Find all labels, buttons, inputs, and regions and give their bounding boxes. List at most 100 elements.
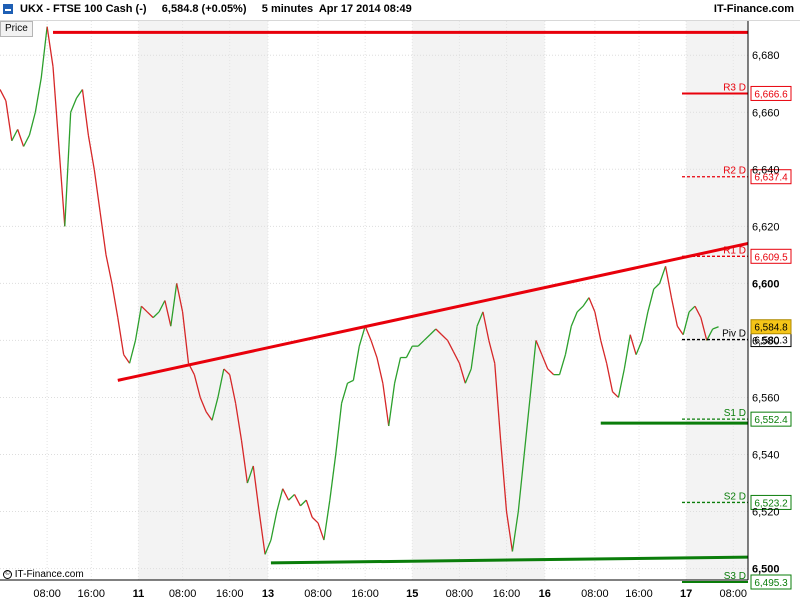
price-segment	[364, 325, 372, 341]
x-tick-label: 08:00	[581, 588, 609, 600]
x-tick-label: 08:00	[304, 588, 332, 600]
session-shade	[686, 21, 748, 580]
y-tick-label: 6,540	[752, 450, 780, 462]
x-tick-label: 16:00	[216, 588, 244, 600]
pivot-name: S1 D	[724, 408, 746, 419]
price-segment	[40, 26, 48, 79]
price-segment	[170, 283, 178, 327]
x-tick-label: 16:00	[493, 588, 521, 600]
price-segment	[382, 383, 390, 427]
session-shading	[138, 21, 748, 580]
price-segment	[87, 134, 95, 170]
price-segment	[34, 77, 42, 113]
price-segment	[376, 357, 384, 384]
pivot-value: 6,609.5	[754, 252, 788, 263]
price-segment	[134, 306, 142, 341]
price-tab[interactable]: Price	[0, 21, 33, 37]
y-tick-label: 6,580	[752, 335, 780, 347]
price-segment	[582, 297, 590, 307]
axes: 6,500 6,520 6,540 6,560 6,580 6,600 6,620 6,640…	[0, 21, 780, 600]
price-segment	[223, 368, 231, 376]
price-segment	[211, 397, 219, 421]
price-segment	[482, 311, 490, 341]
price-segment	[329, 454, 337, 501]
price-segment	[193, 374, 201, 398]
x-tick-label: 16:00	[78, 588, 106, 600]
price-segment	[123, 354, 131, 364]
price-segment	[664, 266, 673, 298]
price-segment	[81, 89, 89, 136]
x-tick-label: 17	[680, 588, 692, 600]
price-segment	[635, 340, 643, 355]
pivot-value: 6,637.4	[754, 173, 788, 184]
pivot-name: R2 D	[723, 166, 746, 177]
price-segment	[317, 522, 325, 541]
x-tick-label: 08:00	[169, 588, 197, 600]
y-tick-label: 6,660	[752, 107, 780, 119]
price-segment	[612, 391, 619, 398]
price-segment	[535, 340, 543, 355]
price-segment	[694, 305, 702, 318]
price-segment	[181, 311, 190, 364]
price-segment	[58, 146, 66, 227]
pivot-value-box	[750, 169, 792, 185]
pivot-name: R3 D	[723, 82, 746, 93]
price-segment	[488, 340, 496, 364]
copyright-notice: © IT-Finance.com	[3, 569, 84, 580]
chart-icon	[3, 4, 13, 14]
price-segment	[606, 363, 614, 392]
y-tick-label: 6,640	[752, 164, 780, 176]
price-segment	[647, 288, 655, 313]
price-segment	[128, 340, 137, 364]
price-segment	[293, 494, 301, 507]
price-segment	[470, 326, 478, 370]
price-segment	[205, 411, 213, 421]
price-segment	[505, 511, 514, 552]
price-segment	[676, 325, 684, 336]
price-segment	[441, 334, 449, 341]
price-segment	[323, 500, 331, 541]
pivot-value: 6,552.4	[754, 415, 788, 426]
price-segment	[358, 325, 366, 347]
x-tick-label: 15	[406, 588, 418, 600]
price-segment	[393, 357, 402, 384]
price-segment	[176, 283, 184, 313]
pivot-value: 6,580.3	[754, 336, 788, 347]
support-trendline[interactable]	[270, 555, 749, 565]
price-segment	[511, 511, 519, 552]
price-segment	[670, 297, 678, 327]
price-segment	[558, 354, 567, 375]
x-tick-label: 16:00	[625, 588, 653, 600]
price-series	[0, 26, 719, 555]
resistance-trendline[interactable]	[117, 241, 749, 382]
price-segment	[264, 539, 272, 555]
brand-label[interactable]: IT-Finance.com	[713, 3, 794, 15]
price-segment	[529, 340, 537, 398]
pivot-value: 6,523.2	[754, 498, 788, 509]
price-segment	[629, 334, 637, 355]
price-segment	[28, 112, 36, 136]
price-segment	[388, 383, 396, 427]
price-segment	[70, 97, 78, 113]
price-segment	[547, 368, 555, 376]
price-segment	[229, 374, 237, 404]
price-segment	[541, 354, 549, 370]
price-segment	[464, 368, 472, 384]
price-segment	[594, 311, 602, 341]
price-segment	[305, 499, 313, 518]
price-segment	[370, 340, 378, 358]
price-segment	[76, 89, 83, 99]
price-segment	[476, 311, 484, 327]
price-segment	[270, 511, 278, 541]
pivot-value: 6,495.3	[754, 578, 788, 589]
price-segment	[347, 379, 354, 384]
copyright-icon: ©	[3, 569, 12, 579]
price-segment	[653, 282, 661, 290]
pivot-value-box	[750, 411, 792, 427]
price-segment	[335, 403, 343, 455]
price-segment	[152, 311, 160, 319]
price-segment	[46, 26, 54, 67]
price-segment	[5, 100, 13, 141]
price-segment	[700, 317, 708, 341]
